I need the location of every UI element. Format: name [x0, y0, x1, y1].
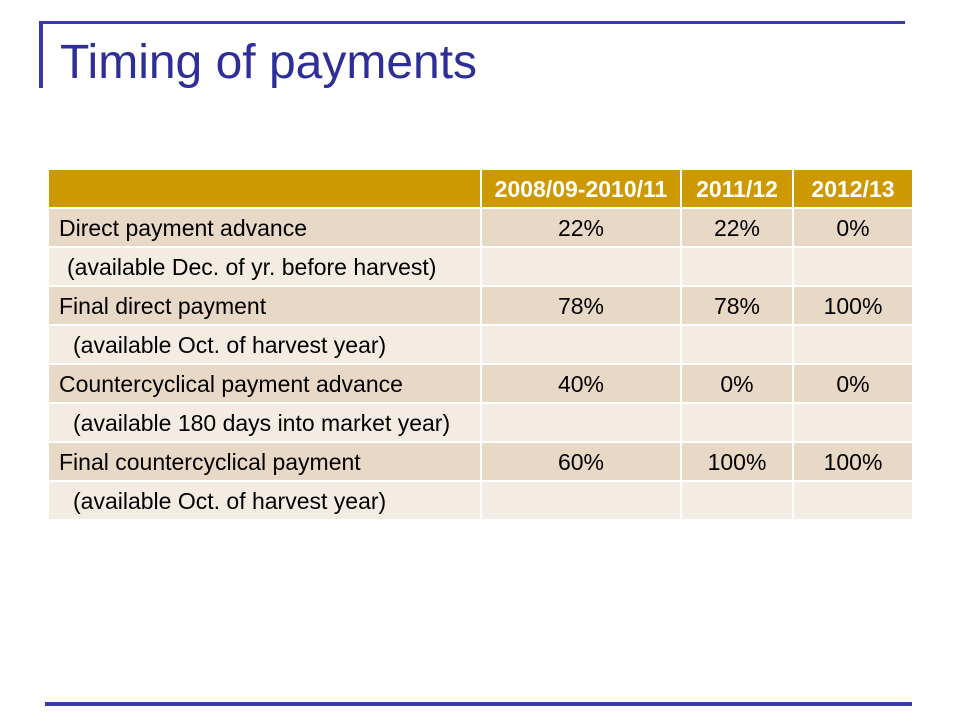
bottom-rule-line [45, 702, 912, 706]
empty-cell [480, 246, 682, 287]
table-row-note: (available Oct. of harvest year) [47, 480, 914, 521]
table-row-note: (available Oct. of harvest year) [47, 324, 914, 365]
share-2012-13: 0% [792, 207, 914, 248]
availability-note: (available Dec. of yr. before harvest) [47, 246, 482, 287]
share-2012-13: 100% [792, 285, 914, 326]
table-row-note: (available 180 days into market year) [47, 402, 914, 443]
table-header-row: 2008/09-2010/11 2011/12 2012/13 [47, 168, 914, 209]
top-rule-line [40, 21, 905, 24]
share-2011-12: 100% [680, 441, 794, 482]
header-corner-cell [47, 168, 482, 209]
share-2008-09-2010-11: 60% [480, 441, 682, 482]
share-2012-13: 100% [792, 441, 914, 482]
share-2008-09-2010-11: 40% [480, 363, 682, 404]
table-row: Direct payment advance 22% 22% 0% [47, 207, 914, 248]
payment-type-label: Direct payment advance [47, 207, 482, 248]
slide-title: Timing of payments [60, 36, 478, 89]
table-row: Final direct payment 78% 78% 100% [47, 285, 914, 326]
header-period-2008-09-2010-11: 2008/09-2010/11 [480, 168, 682, 209]
payment-type-label: Final direct payment [47, 285, 482, 326]
empty-cell [792, 324, 914, 365]
empty-cell [680, 480, 794, 521]
share-2012-13: 0% [792, 363, 914, 404]
empty-cell [680, 324, 794, 365]
share-2008-09-2010-11: 22% [480, 207, 682, 248]
empty-cell [792, 402, 914, 443]
table-row: Countercyclical payment advance 40% 0% 0… [47, 363, 914, 404]
empty-cell [792, 480, 914, 521]
availability-note: (available 180 days into market year) [47, 402, 482, 443]
share-2011-12: 78% [680, 285, 794, 326]
table-row-note: (available Dec. of yr. before harvest) [47, 246, 914, 287]
share-2011-12: 0% [680, 363, 794, 404]
availability-note: (available Oct. of harvest year) [47, 480, 482, 521]
empty-cell [680, 246, 794, 287]
empty-cell [480, 480, 682, 521]
empty-cell [480, 324, 682, 365]
share-2008-09-2010-11: 78% [480, 285, 682, 326]
header-period-2012-13: 2012/13 [792, 168, 914, 209]
table-row: Final countercyclical payment 60% 100% 1… [47, 441, 914, 482]
empty-cell [680, 402, 794, 443]
title-accent-bar [39, 21, 43, 88]
payment-type-label: Countercyclical payment advance [47, 363, 482, 404]
empty-cell [480, 402, 682, 443]
payment-timing-table: 2008/09-2010/11 2011/12 2012/13 Direct p… [47, 168, 914, 521]
share-2011-12: 22% [680, 207, 794, 248]
payment-type-label: Final countercyclical payment [47, 441, 482, 482]
availability-note: (available Oct. of harvest year) [47, 324, 482, 365]
header-period-2011-12: 2011/12 [680, 168, 794, 209]
empty-cell [792, 246, 914, 287]
